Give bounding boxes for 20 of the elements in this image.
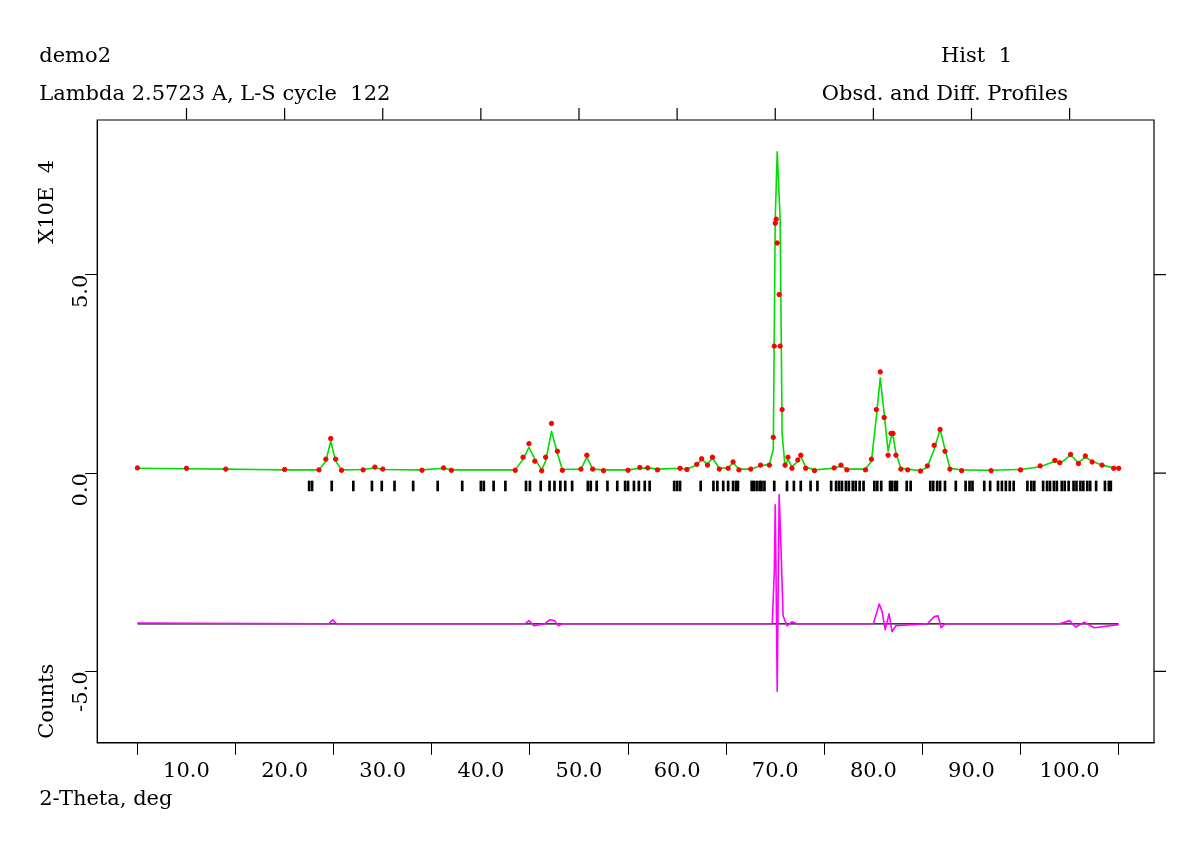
- x-tick-label: 50.0: [555, 757, 603, 782]
- x-tick-label: 60.0: [653, 757, 701, 782]
- x-tick-label: 80.0: [849, 757, 897, 782]
- x-tick-label: 90.0: [948, 757, 995, 782]
- text: Hist 1: [941, 43, 1012, 67]
- x-axis-title: 2-Theta, deg: [39, 785, 173, 810]
- x-tick-label: 70.0: [751, 757, 799, 782]
- text: X10E 4: [34, 160, 59, 244]
- y-tick-label: 5.0: [67, 274, 92, 309]
- chart-subtitle: Lambda 2.5723 A, L-S cycle 122: [39, 81, 391, 105]
- x-tick-label: 20.0: [261, 757, 308, 782]
- x-tick-label: 100.0: [1039, 757, 1100, 782]
- y-tick-label: 0.0: [67, 473, 92, 507]
- x-tick-label: 10.0: [163, 757, 210, 782]
- x-tick-label: 40.0: [457, 757, 505, 782]
- y-axis-title: Counts: [34, 663, 59, 739]
- text: Obsd. and Diff. Profiles: [821, 81, 1068, 105]
- x-tick-label: 30.0: [359, 757, 407, 782]
- chart-title: demo2: [39, 43, 111, 67]
- y-tick-label: -5.0: [67, 671, 92, 712]
